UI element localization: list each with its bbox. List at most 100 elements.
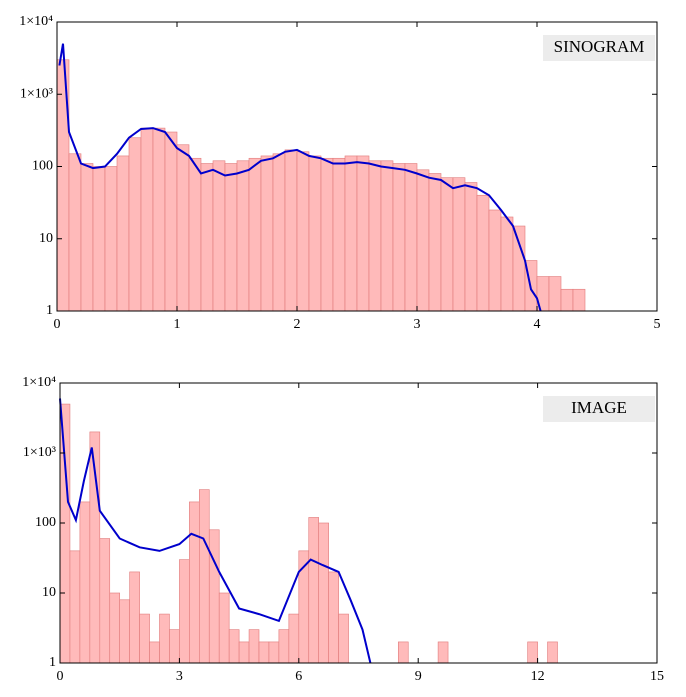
bar <box>284 149 298 312</box>
x-tick-label: 3 <box>176 669 183 684</box>
line <box>59 398 372 664</box>
bar <box>169 629 180 664</box>
y-tick-label: 1×10³ <box>23 445 56 460</box>
y-tick-label: 1×10⁴ <box>22 375 56 390</box>
bar <box>176 144 190 312</box>
bar <box>428 173 442 312</box>
annotation-box <box>543 35 655 61</box>
y-tick-label: 10 <box>39 231 53 246</box>
bar <box>368 160 382 312</box>
bar <box>397 641 409 664</box>
bar <box>560 288 574 312</box>
bar <box>452 177 466 312</box>
bar <box>92 166 106 312</box>
bar <box>440 177 454 312</box>
bar <box>512 225 526 312</box>
bar <box>380 160 394 312</box>
bar <box>238 641 250 664</box>
bar <box>164 131 178 312</box>
bar <box>59 403 71 664</box>
bar <box>338 613 349 664</box>
bar <box>500 216 514 312</box>
bar <box>139 613 150 664</box>
bar <box>104 166 118 312</box>
bar <box>208 529 220 664</box>
bar <box>248 629 260 664</box>
bar <box>296 151 310 312</box>
bar <box>258 641 270 664</box>
bar <box>476 194 490 312</box>
bar <box>572 288 586 312</box>
bar <box>218 592 230 664</box>
bar <box>179 559 190 664</box>
bar <box>547 641 558 664</box>
bar <box>308 517 319 664</box>
bar <box>80 163 94 312</box>
bar <box>149 641 160 664</box>
bar <box>69 550 81 664</box>
bar <box>189 501 200 664</box>
bar <box>159 613 170 664</box>
bar <box>404 163 418 312</box>
bar <box>212 160 226 312</box>
y-tick-label: 10 <box>42 585 56 600</box>
annotation: IMAGE <box>571 398 627 417</box>
x-tick-label: 9 <box>415 669 422 684</box>
x-tick-label: 4 <box>534 317 541 332</box>
bar <box>278 629 290 664</box>
y-tick-label: 1 <box>46 303 53 318</box>
plot <box>56 43 586 312</box>
y-tick-label: 1×10⁴ <box>19 14 53 29</box>
bar <box>344 155 358 312</box>
bar <box>332 157 346 312</box>
bar <box>272 153 286 312</box>
bar <box>128 137 142 312</box>
plot <box>59 398 558 664</box>
bar <box>68 153 82 312</box>
bar <box>527 641 538 664</box>
bar <box>224 163 238 312</box>
y-tick-label: 1×10³ <box>20 86 53 101</box>
bar <box>109 592 120 664</box>
annotation-box <box>543 396 655 422</box>
bar <box>416 169 430 312</box>
x-tick-label: 12 <box>531 669 545 684</box>
bar <box>188 157 202 312</box>
bar <box>129 571 140 664</box>
bar <box>308 155 322 312</box>
bar <box>199 489 210 664</box>
bar <box>318 522 329 664</box>
bar <box>116 155 130 312</box>
y-tick-label: 100 <box>32 159 53 174</box>
bar <box>119 599 130 664</box>
bar <box>200 163 214 312</box>
x-tick-label: 0 <box>54 317 61 332</box>
x-tick-label: 15 <box>650 669 664 684</box>
x-tick-label: 2 <box>294 317 301 332</box>
bar <box>392 163 406 312</box>
x-tick-label: 3 <box>414 317 421 332</box>
line <box>58 43 542 312</box>
bar <box>328 571 339 664</box>
x-tick-label: 6 <box>295 669 302 684</box>
bar <box>79 501 91 664</box>
annotation: SINOGRAM <box>554 37 645 56</box>
bar <box>152 127 166 312</box>
bar <box>268 641 280 664</box>
bar <box>248 157 262 312</box>
bar <box>228 629 240 664</box>
bar <box>464 182 478 312</box>
bar <box>236 160 250 312</box>
bar <box>488 209 502 312</box>
bar <box>288 613 300 664</box>
y-tick-label: 100 <box>35 515 56 530</box>
bar <box>99 538 111 664</box>
bar <box>260 155 274 312</box>
x-tick-label: 0 <box>57 669 64 684</box>
bar <box>320 157 334 312</box>
x-tick-label: 5 <box>654 317 661 332</box>
bar <box>356 155 370 312</box>
y-tick-label: 1 <box>49 655 56 670</box>
bar <box>548 276 562 312</box>
